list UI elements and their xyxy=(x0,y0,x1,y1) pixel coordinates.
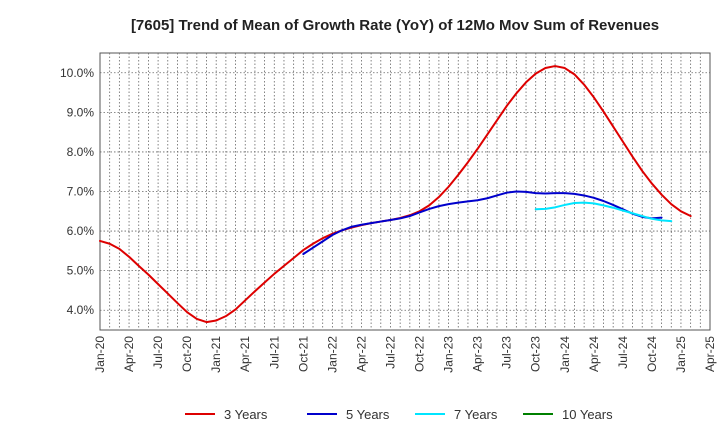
x-tick-label: Oct-23 xyxy=(529,336,543,372)
y-axis-ticks: 4.0% 5.0% 6.0% 7.0% 8.0% 9.0% 10.0% xyxy=(60,66,94,317)
x-tick-label: Jul-22 xyxy=(383,336,397,369)
chart-title: [7605] Trend of Mean of Growth Rate (YoY… xyxy=(131,17,659,34)
x-tick-label: Apr-24 xyxy=(587,336,601,372)
legend: 3 Years 5 Years 7 Years 10 Years xyxy=(185,407,613,422)
series-line xyxy=(534,201,673,223)
x-tick-label: Jan-20 xyxy=(93,336,107,373)
y-tick-label: 6.0% xyxy=(67,224,95,238)
x-tick-label: Jan-24 xyxy=(558,336,572,373)
x-tick-label: Jul-24 xyxy=(616,336,630,369)
x-tick-label: Apr-22 xyxy=(354,336,368,372)
y-tick-label: 8.0% xyxy=(67,145,95,159)
x-tick-label: Oct-24 xyxy=(645,336,659,372)
y-tick-label: 10.0% xyxy=(60,66,94,80)
legend-label: 5 Years xyxy=(346,407,390,422)
y-tick-label: 7.0% xyxy=(67,185,95,199)
x-tick-label: Jan-25 xyxy=(674,336,688,373)
x-tick-label: Oct-22 xyxy=(413,336,427,372)
x-tick-label: Jan-23 xyxy=(442,336,456,373)
x-tick-label: Jan-22 xyxy=(325,336,339,373)
x-tick-label: Oct-20 xyxy=(180,336,194,372)
x-tick-label: Jul-20 xyxy=(151,336,165,369)
x-tick-label: Apr-21 xyxy=(238,336,252,372)
x-tick-label: Apr-23 xyxy=(471,336,485,372)
x-tick-label: Oct-21 xyxy=(296,336,310,372)
y-tick-label: 5.0% xyxy=(67,264,95,278)
x-tick-label: Jul-21 xyxy=(267,336,281,369)
x-tick-label: Jul-23 xyxy=(500,336,514,369)
y-tick-label: 4.0% xyxy=(67,303,95,317)
x-tick-label: Jan-21 xyxy=(209,336,223,373)
y-tick-label: 9.0% xyxy=(67,105,95,119)
x-tick-label: Apr-25 xyxy=(703,336,717,372)
grid-lines xyxy=(100,53,710,330)
x-tick-label: Apr-20 xyxy=(122,336,136,372)
legend-label: 7 Years xyxy=(454,407,498,422)
x-axis-ticks: Jan-20 Apr-20 Jul-20 Oct-20 Jan-21 Apr-21 Jul-… xyxy=(93,336,717,373)
legend-label: 10 Years xyxy=(562,407,613,422)
series-line xyxy=(302,190,663,256)
series-lines xyxy=(99,65,692,324)
legend-label: 3 Years xyxy=(224,407,268,422)
